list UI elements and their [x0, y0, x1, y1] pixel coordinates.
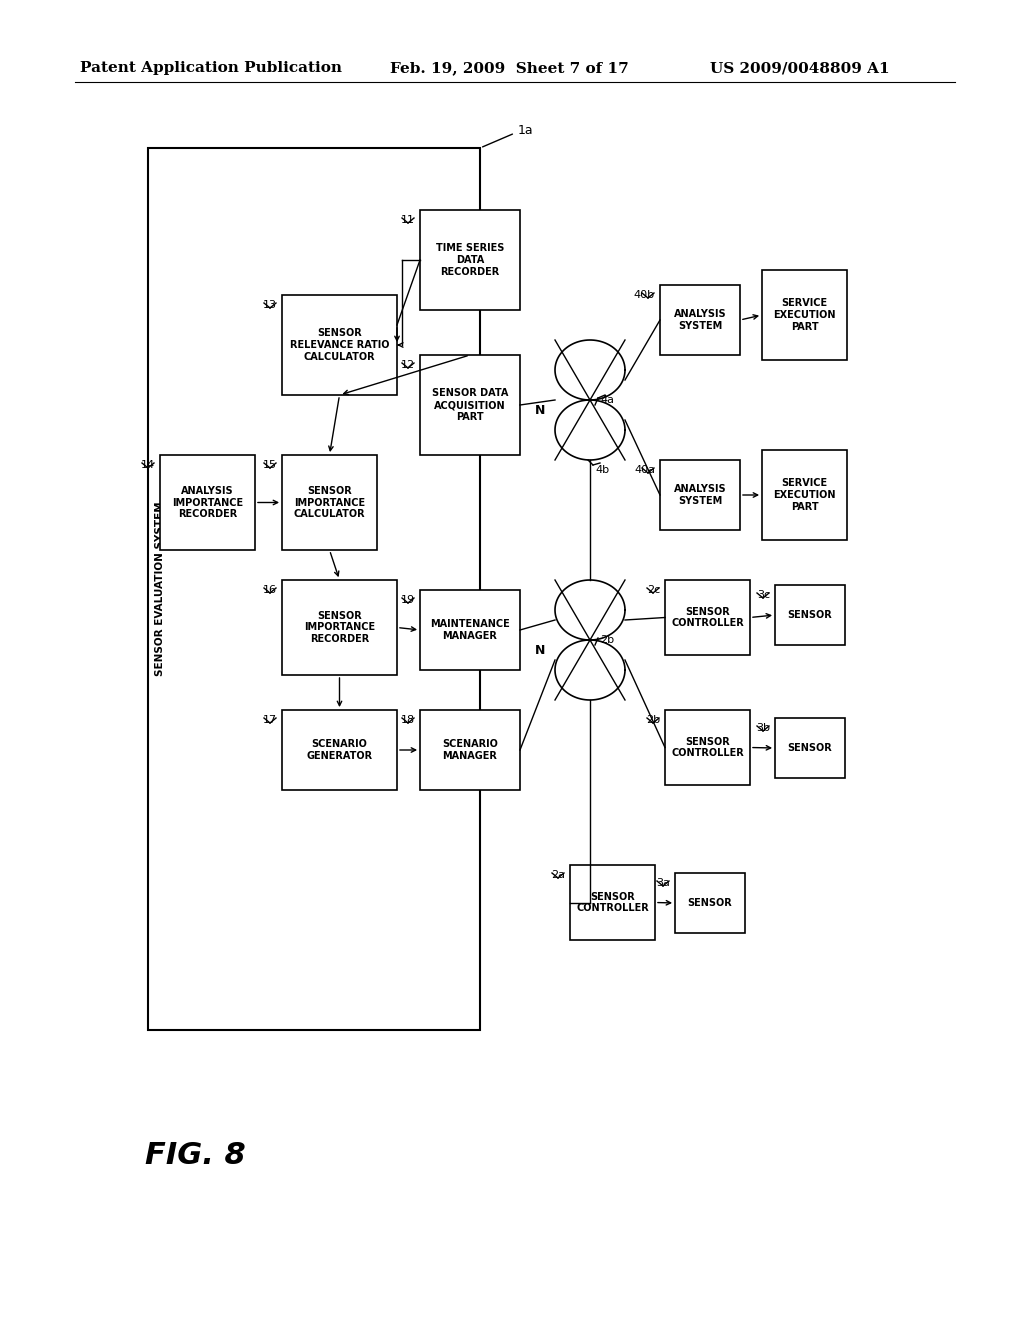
Bar	[762, 271, 847, 360]
Bar	[282, 455, 377, 550]
Bar	[420, 210, 520, 310]
Text: N: N	[535, 404, 546, 417]
Text: SCENARIO
MANAGER: SCENARIO MANAGER	[442, 739, 498, 760]
Text: SERVICE
EXECUTION
PART: SERVICE EXECUTION PART	[773, 298, 836, 331]
Text: SENSOR
CONTROLLER: SENSOR CONTROLLER	[671, 737, 743, 758]
Text: 3c: 3c	[757, 590, 770, 601]
Bar	[775, 585, 845, 645]
Text: 40b: 40b	[634, 290, 655, 300]
Text: 1a: 1a	[518, 124, 534, 136]
Text: TIME SERIES
DATA
RECORDER: TIME SERIES DATA RECORDER	[436, 243, 504, 277]
Text: 2b: 2b	[646, 715, 660, 725]
Bar	[420, 710, 520, 789]
Text: 4b: 4b	[595, 465, 609, 475]
Text: SENSOR EVALUATION SYSTEM: SENSOR EVALUATION SYSTEM	[155, 502, 165, 676]
Text: US 2009/0048809 A1: US 2009/0048809 A1	[710, 61, 890, 75]
Bar	[665, 579, 750, 655]
Text: 19: 19	[400, 595, 415, 605]
Bar	[665, 710, 750, 785]
Text: SENSOR
CONTROLLER: SENSOR CONTROLLER	[577, 892, 649, 913]
Text: SENSOR DATA
ACQUISITION
PART: SENSOR DATA ACQUISITION PART	[432, 388, 508, 421]
Text: SENSOR
CONTROLLER: SENSOR CONTROLLER	[671, 607, 743, 628]
Bar	[570, 865, 655, 940]
Text: SCENARIO
GENERATOR: SCENARIO GENERATOR	[306, 739, 373, 760]
Text: ANALYSIS
SYSTEM: ANALYSIS SYSTEM	[674, 484, 726, 506]
Bar	[282, 294, 397, 395]
Text: Patent Application Publication: Patent Application Publication	[80, 61, 342, 75]
Text: 3a: 3a	[656, 878, 670, 888]
Bar	[675, 873, 745, 933]
Text: 2b: 2b	[600, 635, 614, 645]
Text: 16: 16	[263, 585, 278, 595]
Text: SENSOR: SENSOR	[787, 610, 833, 620]
Bar	[762, 450, 847, 540]
Text: SENSOR
RELEVANCE RATIO
CALCULATOR: SENSOR RELEVANCE RATIO CALCULATOR	[290, 329, 389, 362]
Bar	[282, 579, 397, 675]
Bar	[148, 148, 480, 1030]
Text: SENSOR: SENSOR	[787, 743, 833, 752]
Text: 18: 18	[400, 715, 415, 725]
Bar	[160, 455, 255, 550]
Text: FIG. 8: FIG. 8	[145, 1140, 246, 1170]
Bar	[660, 459, 740, 531]
Text: 40a: 40a	[634, 465, 655, 475]
Text: SENSOR
IMPORTANCE
CALCULATOR: SENSOR IMPORTANCE CALCULATOR	[294, 486, 366, 519]
Text: Feb. 19, 2009  Sheet 7 of 17: Feb. 19, 2009 Sheet 7 of 17	[390, 61, 629, 75]
Text: 12: 12	[400, 360, 415, 370]
Bar	[420, 355, 520, 455]
Text: 2c: 2c	[647, 585, 660, 595]
Text: SERVICE
EXECUTION
PART: SERVICE EXECUTION PART	[773, 478, 836, 512]
Text: 15: 15	[263, 459, 278, 470]
Bar	[420, 590, 520, 671]
Bar	[282, 710, 397, 789]
Text: MAINTENANCE
MANAGER: MAINTENANCE MANAGER	[430, 619, 510, 640]
Text: N: N	[535, 644, 546, 656]
Bar	[660, 285, 740, 355]
Text: SENSOR: SENSOR	[688, 898, 732, 908]
Text: 13: 13	[263, 300, 278, 310]
Text: 11: 11	[401, 215, 415, 224]
Text: 14: 14	[141, 459, 155, 470]
Text: ANALYSIS
IMPORTANCE
RECORDER: ANALYSIS IMPORTANCE RECORDER	[172, 486, 243, 519]
Text: 3b: 3b	[756, 723, 770, 733]
Text: 2a: 2a	[551, 870, 565, 880]
Text: 17: 17	[263, 715, 278, 725]
Bar	[775, 718, 845, 777]
Text: SENSOR
IMPORTANCE
RECORDER: SENSOR IMPORTANCE RECORDER	[304, 611, 375, 644]
Text: ANALYSIS
SYSTEM: ANALYSIS SYSTEM	[674, 309, 726, 331]
Text: 4a: 4a	[600, 395, 614, 405]
